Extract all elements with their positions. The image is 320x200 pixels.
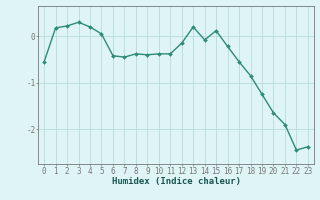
X-axis label: Humidex (Indice chaleur): Humidex (Indice chaleur) — [111, 177, 241, 186]
